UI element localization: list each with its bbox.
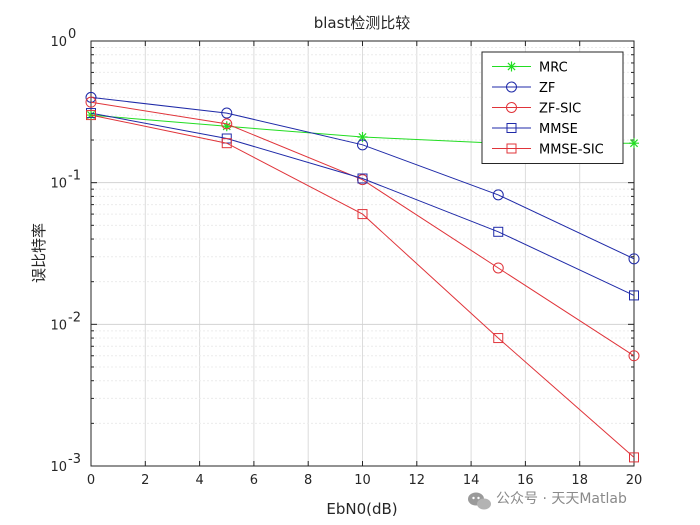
data-point xyxy=(628,350,640,362)
x-tick-label: 6 xyxy=(250,473,258,488)
legend-item: MRC xyxy=(492,61,568,76)
data-point xyxy=(492,189,504,201)
data-point xyxy=(221,121,232,132)
y-tick-label-exponent: -2 xyxy=(68,310,81,325)
legend-label: MMSE-SIC xyxy=(539,143,604,158)
data-point xyxy=(629,138,639,149)
data-point xyxy=(85,96,97,108)
series-zf-sic xyxy=(85,96,640,362)
data-point xyxy=(357,139,368,151)
x-tick-label: 10 xyxy=(354,473,371,488)
legend-marker xyxy=(506,61,517,72)
y-tick-label-exponent: 0 xyxy=(68,27,76,42)
watermark-text: 公众号 · 天天Matlab xyxy=(496,491,627,507)
x-tick-label: 0 xyxy=(87,473,95,488)
series-mmse-sic xyxy=(86,110,639,463)
legend-label: ZF-SIC xyxy=(539,102,581,117)
data-point xyxy=(357,132,368,143)
data-point xyxy=(493,333,504,344)
legend-marker xyxy=(506,102,517,113)
legend-item: MMSE-SIC xyxy=(492,143,604,158)
y-tick-label-base: 10 xyxy=(50,318,67,333)
y-tick-label: 10-2 xyxy=(50,310,81,333)
legend-marker xyxy=(506,81,517,93)
legend-label: ZF xyxy=(539,81,555,96)
data-point xyxy=(629,290,639,301)
series-line xyxy=(90,112,635,296)
y-tick-label-exponent: -3 xyxy=(68,452,81,467)
data-point xyxy=(493,226,504,237)
wechat-icon xyxy=(468,492,491,510)
data-point xyxy=(221,118,233,130)
legend: MRC ZF ZF-SIC MMSE MMSE-SIC xyxy=(481,51,624,164)
x-tick-label: 12 xyxy=(409,473,426,488)
series-line xyxy=(90,101,635,357)
watermark: 公众号 · 天天Matlab xyxy=(468,491,627,510)
y-tick-label-base: 10 xyxy=(50,177,67,192)
x-tick-label: 18 xyxy=(571,473,588,488)
x-tick-label: 4 xyxy=(195,473,203,488)
legend-marker xyxy=(506,143,517,154)
data-point xyxy=(221,138,232,149)
y-tick-label-base: 10 xyxy=(50,35,67,50)
y-axis-label: 误比特率 xyxy=(30,223,48,283)
data-point xyxy=(628,253,640,265)
y-tick-label-exponent: -1 xyxy=(68,169,81,184)
x-tick-label: 16 xyxy=(517,473,534,488)
series-line xyxy=(90,96,635,260)
legend-label: MMSE xyxy=(539,122,578,137)
chart-title: blast检测比较 xyxy=(314,14,411,32)
x-tick-label: 20 xyxy=(626,473,643,488)
series-line xyxy=(90,114,635,458)
data-point xyxy=(86,110,96,121)
data-point xyxy=(357,173,368,184)
y-tick-label: 100 xyxy=(50,27,76,50)
data-point xyxy=(629,452,639,463)
legend-item: ZF xyxy=(492,81,555,96)
x-tick-label: 8 xyxy=(304,473,312,488)
legend-marker xyxy=(506,123,517,133)
y-tick-label: 10-3 xyxy=(50,452,81,475)
data-point xyxy=(86,110,96,121)
data-point xyxy=(221,107,233,119)
legend-item: ZF-SIC xyxy=(492,102,581,117)
y-tick-label: 10-1 xyxy=(50,169,81,192)
series-zf xyxy=(85,91,640,265)
data-point xyxy=(492,262,504,274)
legend-label: MRC xyxy=(539,61,568,76)
y-tick-label-base: 10 xyxy=(50,460,67,475)
data-point xyxy=(357,209,368,220)
x-tick-label: 14 xyxy=(463,473,480,488)
x-axis-label: EbN0(dB) xyxy=(326,500,397,518)
series xyxy=(85,91,640,463)
legend-item: MMSE xyxy=(492,122,578,137)
x-tick-label: 2 xyxy=(141,473,149,488)
